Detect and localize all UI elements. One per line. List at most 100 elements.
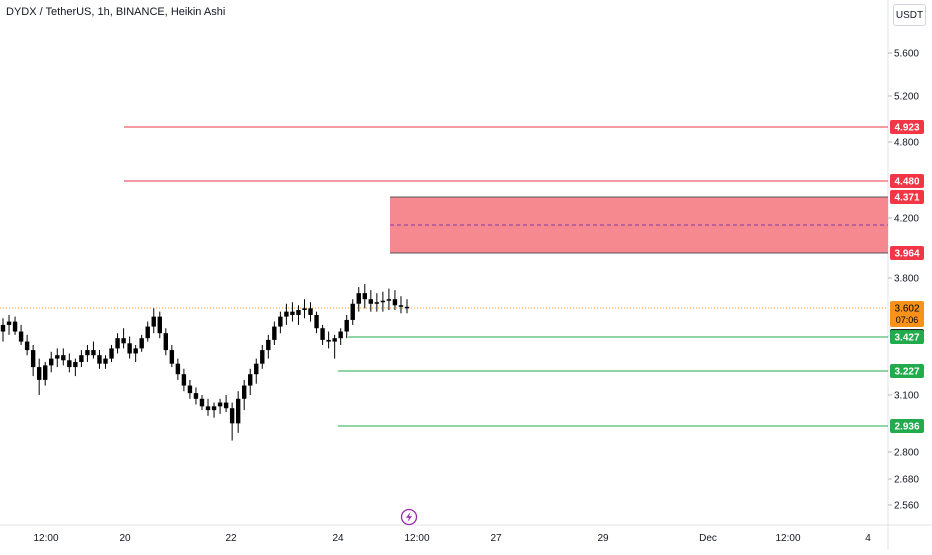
candle-body [302, 308, 307, 310]
candle-body [61, 355, 66, 361]
price-tag-last-label: 3.602 [894, 304, 919, 315]
candle-body [187, 385, 193, 394]
candle-body [338, 331, 343, 339]
y-tick-label: 2.680 [894, 475, 919, 486]
candle-body [374, 302, 380, 304]
candle-body [151, 316, 156, 327]
candle-body [241, 385, 247, 399]
y-tick-label: 3.800 [894, 274, 919, 285]
price-tags: 4.9234.4804.3713.9643.60207:063.5953.427… [890, 120, 924, 433]
x-tick-label: 12:00 [404, 533, 429, 544]
candle-body [36, 367, 42, 380]
candle-body [157, 316, 162, 334]
candle-body [284, 311, 289, 317]
candle-body [350, 303, 355, 320]
candle-body [386, 299, 392, 301]
price-tag-support-1-bg [890, 330, 924, 344]
x-tick-label: Dec [699, 533, 717, 544]
candle-body [205, 406, 211, 411]
candle-body [85, 350, 90, 356]
currency-button[interactable]: USDT [893, 4, 926, 26]
flash-icon[interactable] [400, 508, 418, 526]
y-tick-label: 3.100 [894, 391, 919, 402]
x-tick-label: 12:00 [33, 533, 58, 544]
candle-body [139, 338, 144, 349]
candle-body [97, 355, 102, 364]
candle-body [163, 333, 169, 351]
price-tag-last-bg [890, 301, 924, 327]
candle-body [229, 408, 235, 424]
candle-body [145, 326, 150, 339]
price-tag-support-3-label: 2.936 [894, 422, 919, 433]
price-tag-resistance-1-bg [890, 120, 924, 134]
y-tick-label: 5.200 [894, 92, 919, 103]
candle-body [260, 350, 265, 364]
candle-body [404, 306, 410, 309]
x-tick-label: 12:00 [775, 533, 800, 544]
candle-body [6, 321, 12, 325]
candle-body [181, 374, 187, 386]
candle-body [49, 358, 54, 366]
candle-body [55, 355, 60, 359]
candle-body [43, 365, 48, 380]
candle-body [217, 402, 223, 407]
candle-body [314, 314, 319, 329]
y-tick-label: 5.600 [894, 49, 919, 60]
candle-body [223, 402, 229, 409]
price-tag-support-1-label: 3.427 [894, 333, 919, 344]
levels-layer [0, 126, 888, 427]
candle-body [0, 324, 6, 332]
candle-body [320, 328, 325, 340]
candle-body [30, 350, 36, 368]
x-axis-ticks: 12:00 20 22 24 12:00 27 29 Dec 12:00 4 [33, 533, 871, 544]
candle-body [193, 393, 199, 399]
chart-title: DYDX / TetherUS, 1h, BINANCE, Heikin Ash… [6, 6, 226, 18]
candle-body [73, 361, 78, 368]
candle-body [169, 350, 175, 364]
y-axis-ticks: 5.600 5.200 4.800 4.200 3.800 3.100 2.800 2.680… [888, 49, 919, 512]
candle-body [368, 299, 374, 304]
price-tag-support-2-bg [890, 364, 924, 378]
candle-body [91, 350, 96, 356]
countdown-label: 07:06 [896, 315, 919, 325]
candle-body [362, 293, 367, 300]
price-tag-zone-top-bg [890, 190, 924, 204]
price-tag-support-2-label: 3.227 [894, 367, 919, 378]
candle-body [296, 309, 301, 315]
candle-body [199, 398, 205, 407]
candle-body [115, 338, 120, 349]
candle-body [109, 348, 114, 359]
y-tick-label: 2.560 [894, 501, 919, 512]
candle-body [326, 339, 331, 342]
price-tag-zone-bottom-label: 3.964 [894, 249, 919, 260]
price-tag-zone-bottom-bg [890, 246, 924, 260]
candle-body [248, 374, 253, 386]
x-tick-label: 22 [225, 533, 237, 544]
x-tick-label: 4 [865, 533, 871, 544]
candle-body [175, 363, 181, 375]
y-tick-label: 4.800 [894, 138, 919, 149]
price-tag-support-3-bg [890, 419, 924, 433]
candle-body [24, 341, 30, 351]
price-tag-zone-top-label: 4.371 [894, 193, 919, 204]
candle-body [308, 308, 313, 315]
price-tag-resistance-1-label: 4.923 [894, 123, 919, 134]
candle-body [356, 293, 361, 304]
candle-body [127, 343, 132, 354]
price-tag-resistance-2-bg [890, 174, 924, 188]
candle-body [380, 300, 386, 303]
candle-body [133, 348, 138, 354]
candle-body [235, 398, 241, 424]
candle-body [121, 338, 126, 344]
candle-body [67, 360, 72, 368]
candle-body [12, 321, 18, 332]
candle-body [332, 338, 337, 342]
candle-body [272, 326, 277, 340]
candle-body [266, 339, 271, 351]
candle-body [254, 363, 259, 375]
candle-body [18, 331, 24, 342]
candle-body [344, 319, 349, 332]
x-tick-label: 27 [490, 533, 502, 544]
